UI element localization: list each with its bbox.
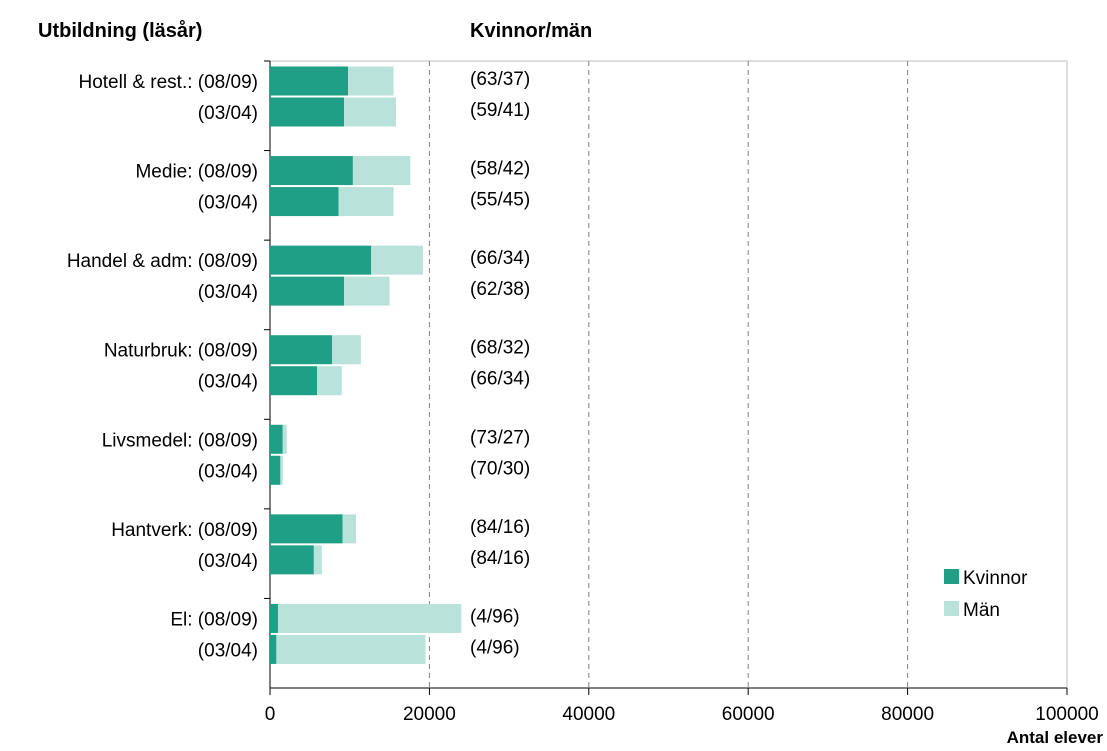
y-tick-label: (03/04) bbox=[198, 461, 258, 482]
x-tick-label: 60000 bbox=[722, 704, 775, 725]
bar-man bbox=[344, 97, 396, 127]
bar-man bbox=[280, 455, 283, 485]
bar-man bbox=[371, 245, 424, 275]
bar-man bbox=[282, 424, 287, 454]
y-tick-label: (03/04) bbox=[198, 551, 258, 572]
ratio-label: (73/27) bbox=[470, 427, 530, 448]
y-tick-label: Livsmedel: (08/09) bbox=[102, 430, 258, 451]
bar-kvinnor bbox=[270, 66, 349, 96]
y-tick-label: (03/04) bbox=[198, 103, 258, 124]
y-tick-label: Handel & adm: (08/09) bbox=[67, 251, 258, 272]
bar-man bbox=[348, 66, 394, 96]
x-tick-label: 0 bbox=[265, 704, 276, 725]
x-tick-label: 20000 bbox=[403, 704, 456, 725]
y-tick-label: El: (08/09) bbox=[170, 609, 258, 630]
ratio-label: (62/38) bbox=[470, 279, 530, 300]
x-tick-label: 40000 bbox=[562, 704, 615, 725]
bar-man bbox=[317, 366, 342, 396]
y-tick-label: Hotell & rest.: (08/09) bbox=[78, 72, 258, 93]
ratio-label: (84/16) bbox=[470, 548, 530, 569]
bar-man bbox=[332, 335, 361, 365]
bar-man bbox=[342, 514, 357, 544]
legend-label-man: Män bbox=[963, 600, 1000, 621]
header-education-year: Utbildning (läsår) bbox=[38, 20, 203, 42]
ratio-label: (59/41) bbox=[470, 100, 530, 121]
bar-kvinnor bbox=[270, 455, 281, 485]
y-tick-label: Naturbruk: (08/09) bbox=[104, 341, 258, 362]
bar-man bbox=[313, 545, 322, 575]
ratio-label: (63/37) bbox=[470, 69, 530, 90]
ratio-label: (55/45) bbox=[470, 190, 530, 211]
bar-kvinnor bbox=[270, 97, 345, 127]
legend-label-kvinnor: Kvinnor bbox=[963, 568, 1028, 589]
x-tick-label: 100000 bbox=[1035, 704, 1098, 725]
ratio-label: (4/96) bbox=[470, 606, 520, 627]
y-tick-label: (03/04) bbox=[198, 282, 258, 303]
ratio-label: (68/32) bbox=[470, 338, 530, 359]
bar-kvinnor bbox=[270, 156, 353, 186]
legend-swatch-kvinnor bbox=[944, 569, 959, 584]
ratio-label: (58/42) bbox=[470, 159, 530, 180]
bar-kvinnor bbox=[270, 545, 314, 575]
ratio-label: (66/34) bbox=[470, 369, 530, 390]
ratio-label: (4/96) bbox=[470, 637, 520, 658]
bar-kvinnor bbox=[270, 514, 343, 544]
y-tick-label: (03/04) bbox=[198, 640, 258, 661]
header-women-men-ratio: Kvinnor/män bbox=[470, 20, 593, 42]
legend-swatch-man bbox=[944, 601, 959, 616]
bar-kvinnor bbox=[270, 634, 277, 664]
bar-kvinnor bbox=[270, 187, 339, 217]
ratio-label: (84/16) bbox=[470, 517, 530, 538]
bar-man bbox=[344, 276, 390, 306]
bar-man bbox=[338, 187, 394, 217]
bar-kvinnor bbox=[270, 335, 333, 365]
bar-kvinnor bbox=[270, 366, 318, 396]
x-tick-label: 80000 bbox=[881, 704, 934, 725]
y-tick-label: (03/04) bbox=[198, 193, 258, 214]
bar-man bbox=[277, 603, 462, 633]
bar-kvinnor bbox=[270, 424, 283, 454]
y-tick-label: (03/04) bbox=[198, 372, 258, 393]
bar-man bbox=[352, 156, 411, 186]
bar-kvinnor bbox=[270, 245, 372, 275]
y-tick-label: Medie: (08/09) bbox=[135, 162, 258, 183]
bar-kvinnor bbox=[270, 276, 345, 306]
ratio-label: (66/34) bbox=[470, 248, 530, 269]
x-axis-label: Antal elever bbox=[1006, 728, 1103, 747]
bar-man bbox=[276, 634, 426, 664]
bar-kvinnor bbox=[270, 603, 278, 633]
ratio-label: (70/30) bbox=[470, 458, 530, 479]
y-tick-label: Hantverk: (08/09) bbox=[111, 520, 258, 541]
plot-frame bbox=[269, 60, 1068, 689]
